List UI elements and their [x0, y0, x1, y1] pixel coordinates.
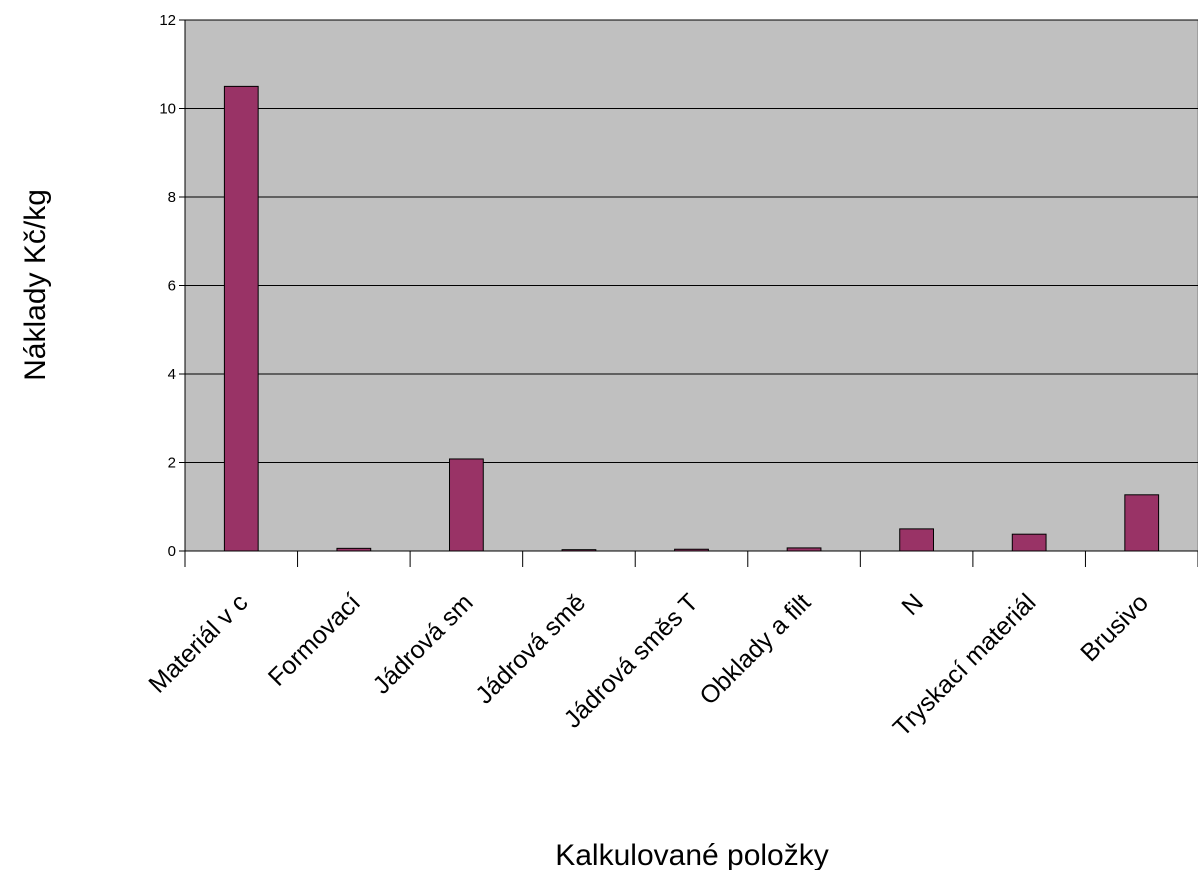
y-tick-label: 12 [159, 12, 176, 29]
y-tick-label: 4 [168, 366, 176, 383]
axes [179, 19, 1198, 567]
x-tick-label: Jádrová sm [367, 588, 478, 699]
x-tick-label: Brusivo [1075, 588, 1154, 667]
x-tick-label: Jádrová smě [470, 588, 591, 709]
bar [1011, 533, 1047, 552]
x-tick-label: Materiál v c [143, 588, 253, 698]
bar [223, 85, 259, 552]
y-tick-label: 2 [168, 455, 176, 472]
y-tick-labels: 0 2 4 6 8 10 12 [159, 12, 176, 560]
y-tick-label: 10 [159, 101, 176, 118]
x-tick-label: Obklady a filt [694, 588, 816, 710]
y-axis-title: Náklady Kč/kg [19, 189, 52, 381]
gridlines [185, 19, 1198, 463]
y-tick-label: 6 [168, 278, 176, 295]
bar [899, 528, 934, 552]
x-tick-label: Formovací [263, 588, 366, 691]
x-tick-label: N [896, 588, 929, 621]
x-axis-title: Kalkulované položky [555, 839, 829, 870]
bars [223, 85, 1160, 552]
bar [1124, 494, 1160, 552]
y-tick-label: 0 [168, 543, 176, 560]
bar [449, 458, 484, 552]
y-tick-label: 8 [168, 189, 176, 206]
